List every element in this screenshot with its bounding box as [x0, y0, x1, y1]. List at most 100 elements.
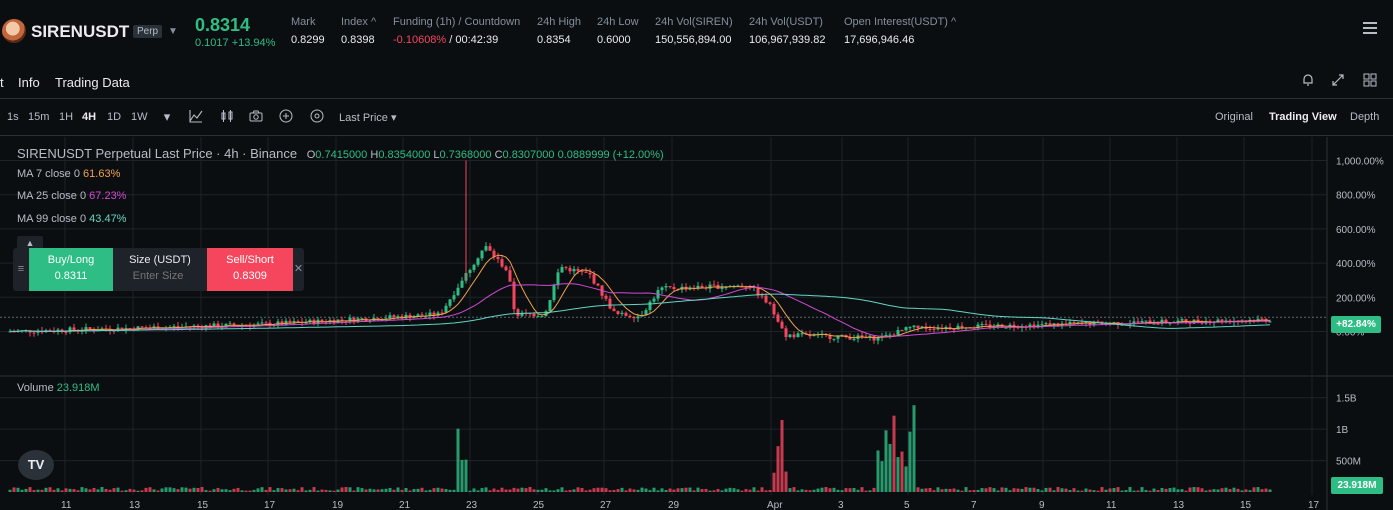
indicator-icon[interactable] [188, 109, 204, 125]
volume-bar [1076, 490, 1080, 492]
candle [1156, 323, 1160, 325]
x-axis-label: 11 [61, 500, 72, 510]
close-icon[interactable]: ✕ [293, 263, 304, 275]
candle [588, 272, 592, 275]
chevron-down-icon[interactable]: ▾ [163, 109, 171, 124]
candle [428, 312, 432, 316]
timeframe-1d[interactable]: 1D [107, 111, 122, 123]
tab-trading-data[interactable]: Trading Data [55, 75, 130, 90]
drag-handle-icon[interactable]: ≡ [17, 263, 25, 275]
volume-bar [120, 490, 124, 492]
candle-type-icon[interactable] [219, 109, 235, 125]
layout-grid-icon[interactable] [1362, 73, 1378, 89]
settings-icon[interactable] [309, 109, 325, 125]
volume-bar [136, 490, 140, 492]
volume-bar [292, 488, 296, 492]
volume-bar [352, 490, 356, 492]
bell-icon[interactable] [1300, 73, 1316, 89]
volume-bar [1192, 487, 1196, 492]
candle [584, 271, 588, 273]
volume-bar [996, 490, 1000, 492]
candle [604, 295, 608, 299]
volume-bar [148, 487, 152, 492]
volume-bar [944, 488, 948, 492]
candle [580, 270, 584, 272]
chart-canvas[interactable]: 1,000.00%800.00%600.00%400.00%200.00%0.0… [0, 137, 1393, 510]
price-type-select[interactable]: Last Price ▾ [339, 112, 397, 124]
buy-long-button[interactable]: Buy/Long 0.8311 [29, 248, 113, 291]
symbol-name[interactable]: SIRENUSDT [31, 22, 130, 41]
volume-bar [940, 489, 944, 492]
candle [768, 302, 772, 304]
candle [616, 311, 620, 314]
price-axis-label: 1,000.00% [1336, 157, 1384, 168]
timeframe-1h[interactable]: 1H [59, 111, 74, 123]
candle [108, 329, 112, 331]
volume-bar [200, 487, 204, 492]
view-depth[interactable]: Depth [1350, 111, 1380, 123]
timeframe-15m[interactable]: 15m [28, 111, 50, 123]
price-axis-label: 400.00% [1336, 259, 1376, 270]
timeframe-1w[interactable]: 1W [131, 111, 148, 123]
candle [724, 287, 728, 289]
volume-legend: Volume 23.918M [17, 382, 100, 394]
x-axis-label: 29 [668, 500, 680, 510]
volume-bar [736, 489, 740, 492]
candle [536, 316, 540, 318]
candle [500, 259, 504, 267]
timeframe-1s[interactable]: 1s [7, 111, 19, 123]
stat-24h-vol-siren: 24h Vol(SIREN) 150,556,894.00 [655, 16, 733, 46]
stat-open-interest[interactable]: Open Interest(USDT) ^ 17,696,946.46 [844, 16, 957, 46]
volume-bar [1248, 490, 1252, 492]
volume-bar [532, 489, 536, 492]
volume-bar [820, 487, 824, 492]
candle [912, 325, 916, 328]
size-input[interactable] [113, 270, 203, 282]
tab-chart[interactable]: t [0, 75, 4, 90]
stat-index[interactable]: Index ^ 0.8398 [341, 16, 377, 46]
volume-bar [240, 490, 244, 492]
volume-bar [960, 490, 964, 492]
chevron-down-icon[interactable]: ▼ [168, 26, 178, 37]
volume-bar [528, 487, 532, 492]
volume-bar [288, 489, 292, 492]
candle [1076, 322, 1080, 324]
sell-short-button[interactable]: Sell/Short 0.8309 [207, 248, 293, 291]
candle [620, 312, 624, 314]
camera-icon[interactable] [248, 109, 264, 125]
volume-bar [1024, 487, 1028, 492]
tab-info[interactable]: Info [18, 75, 40, 90]
volume-bar [884, 430, 888, 492]
expand-icon[interactable] [1330, 73, 1346, 89]
volume-bar [512, 487, 516, 492]
view-trading-view[interactable]: Trading View [1269, 111, 1337, 123]
candle [892, 334, 896, 336]
volume-bar [1240, 490, 1244, 492]
candle [772, 303, 776, 315]
candle [636, 316, 640, 319]
candle [452, 295, 456, 300]
volume-bar [728, 487, 732, 492]
volume-bar [860, 487, 864, 492]
candle [396, 316, 400, 318]
candle [952, 328, 956, 330]
volume-bar [24, 488, 28, 492]
volume-bar [108, 489, 112, 492]
volume-bar [760, 487, 764, 492]
add-circle-icon[interactable] [278, 109, 294, 125]
price-change: 0.1017 +13.94% [195, 37, 276, 49]
ma25-legend: MA 25 close 0 67.23% [17, 190, 127, 202]
tradingview-logo[interactable]: TV [18, 450, 54, 480]
menu-icon[interactable] [1363, 22, 1377, 37]
view-original[interactable]: Original [1215, 111, 1253, 123]
candle [476, 258, 480, 265]
price-chart[interactable]: 1,000.00%800.00%600.00%400.00%200.00%0.0… [0, 137, 1393, 510]
volume-bar [888, 443, 892, 492]
collapse-trade-button[interactable]: ▲ [17, 236, 43, 250]
candle [520, 312, 524, 316]
timeframe-4h[interactable]: 4H [82, 111, 97, 123]
volume-bar [524, 488, 528, 492]
volume-bar [172, 488, 176, 492]
volume-bar [1132, 490, 1136, 492]
volume-bar [392, 489, 396, 492]
